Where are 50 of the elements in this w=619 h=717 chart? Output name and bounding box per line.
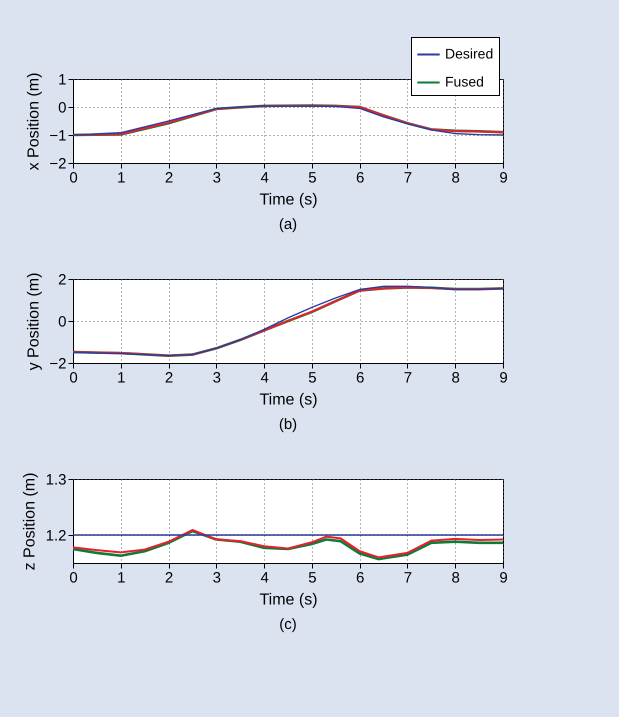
x-tick-label: 0 [69,570,78,586]
y-axis-title: z Position (m) [22,472,39,570]
y-tick-label: 0 [58,100,66,116]
x-tick-label: 6 [356,170,364,186]
x-tick-label: 6 [356,370,364,386]
x-tick-label: 6 [356,570,364,586]
y-axis-title: y Position (m) [25,272,42,370]
x-axis-title: Time (s) [259,392,318,408]
legend-label: Desired [445,46,494,62]
legend-label: Fused [445,74,484,90]
text: (b) [278,416,298,433]
x-tick-label: 5 [308,170,317,186]
y-tick-label: −1 [49,128,66,144]
y-tick-label: −2 [49,356,66,372]
x-axis-title: Time (s) [259,592,318,608]
x-tick-label: 2 [164,570,174,586]
y-tick-label: 1 [58,72,66,88]
x-tick-label: 9 [499,170,508,186]
x-tick-label: 7 [404,570,412,586]
x-tick-label: 0 [69,170,78,186]
y-tick-label: 1.3 [46,472,66,488]
x-tick-label: 8 [452,370,460,386]
x-tick-label: 0 [69,370,78,386]
x-tick-label: 1 [117,170,126,186]
x-tick-label: 3 [212,170,222,186]
x-tick-label: 5 [308,370,317,386]
x-tick-label: 4 [260,170,269,186]
x-tick-label: 1 [117,570,126,586]
x-tick-label: 9 [499,570,508,586]
x-tick-label: 8 [452,570,460,586]
x-tick-label: 3 [212,570,222,586]
y-axis-title: x Position (m) [25,72,42,170]
x-tick-label: 8 [452,170,460,186]
x-tick-label: 4 [260,570,269,586]
text: (a) [278,216,298,233]
x-tick-label: 3 [212,370,222,386]
y-tick-label: −2 [49,156,66,172]
x-axis-title: Time (s) [259,192,318,208]
x-tick-label: 1 [117,370,126,386]
x-tick-label: 7 [404,370,412,386]
text: (c) [279,616,297,633]
y-tick-label: 1.2 [46,528,66,544]
x-tick-label: 7 [404,170,412,186]
x-tick-label: 4 [260,370,269,386]
x-tick-label: 2 [164,170,174,186]
y-tick-label: 2 [58,272,66,288]
x-tick-label: 9 [499,370,508,386]
x-tick-label: 2 [164,370,174,386]
y-tick-label: 0 [58,314,66,330]
x-tick-label: 5 [308,570,317,586]
